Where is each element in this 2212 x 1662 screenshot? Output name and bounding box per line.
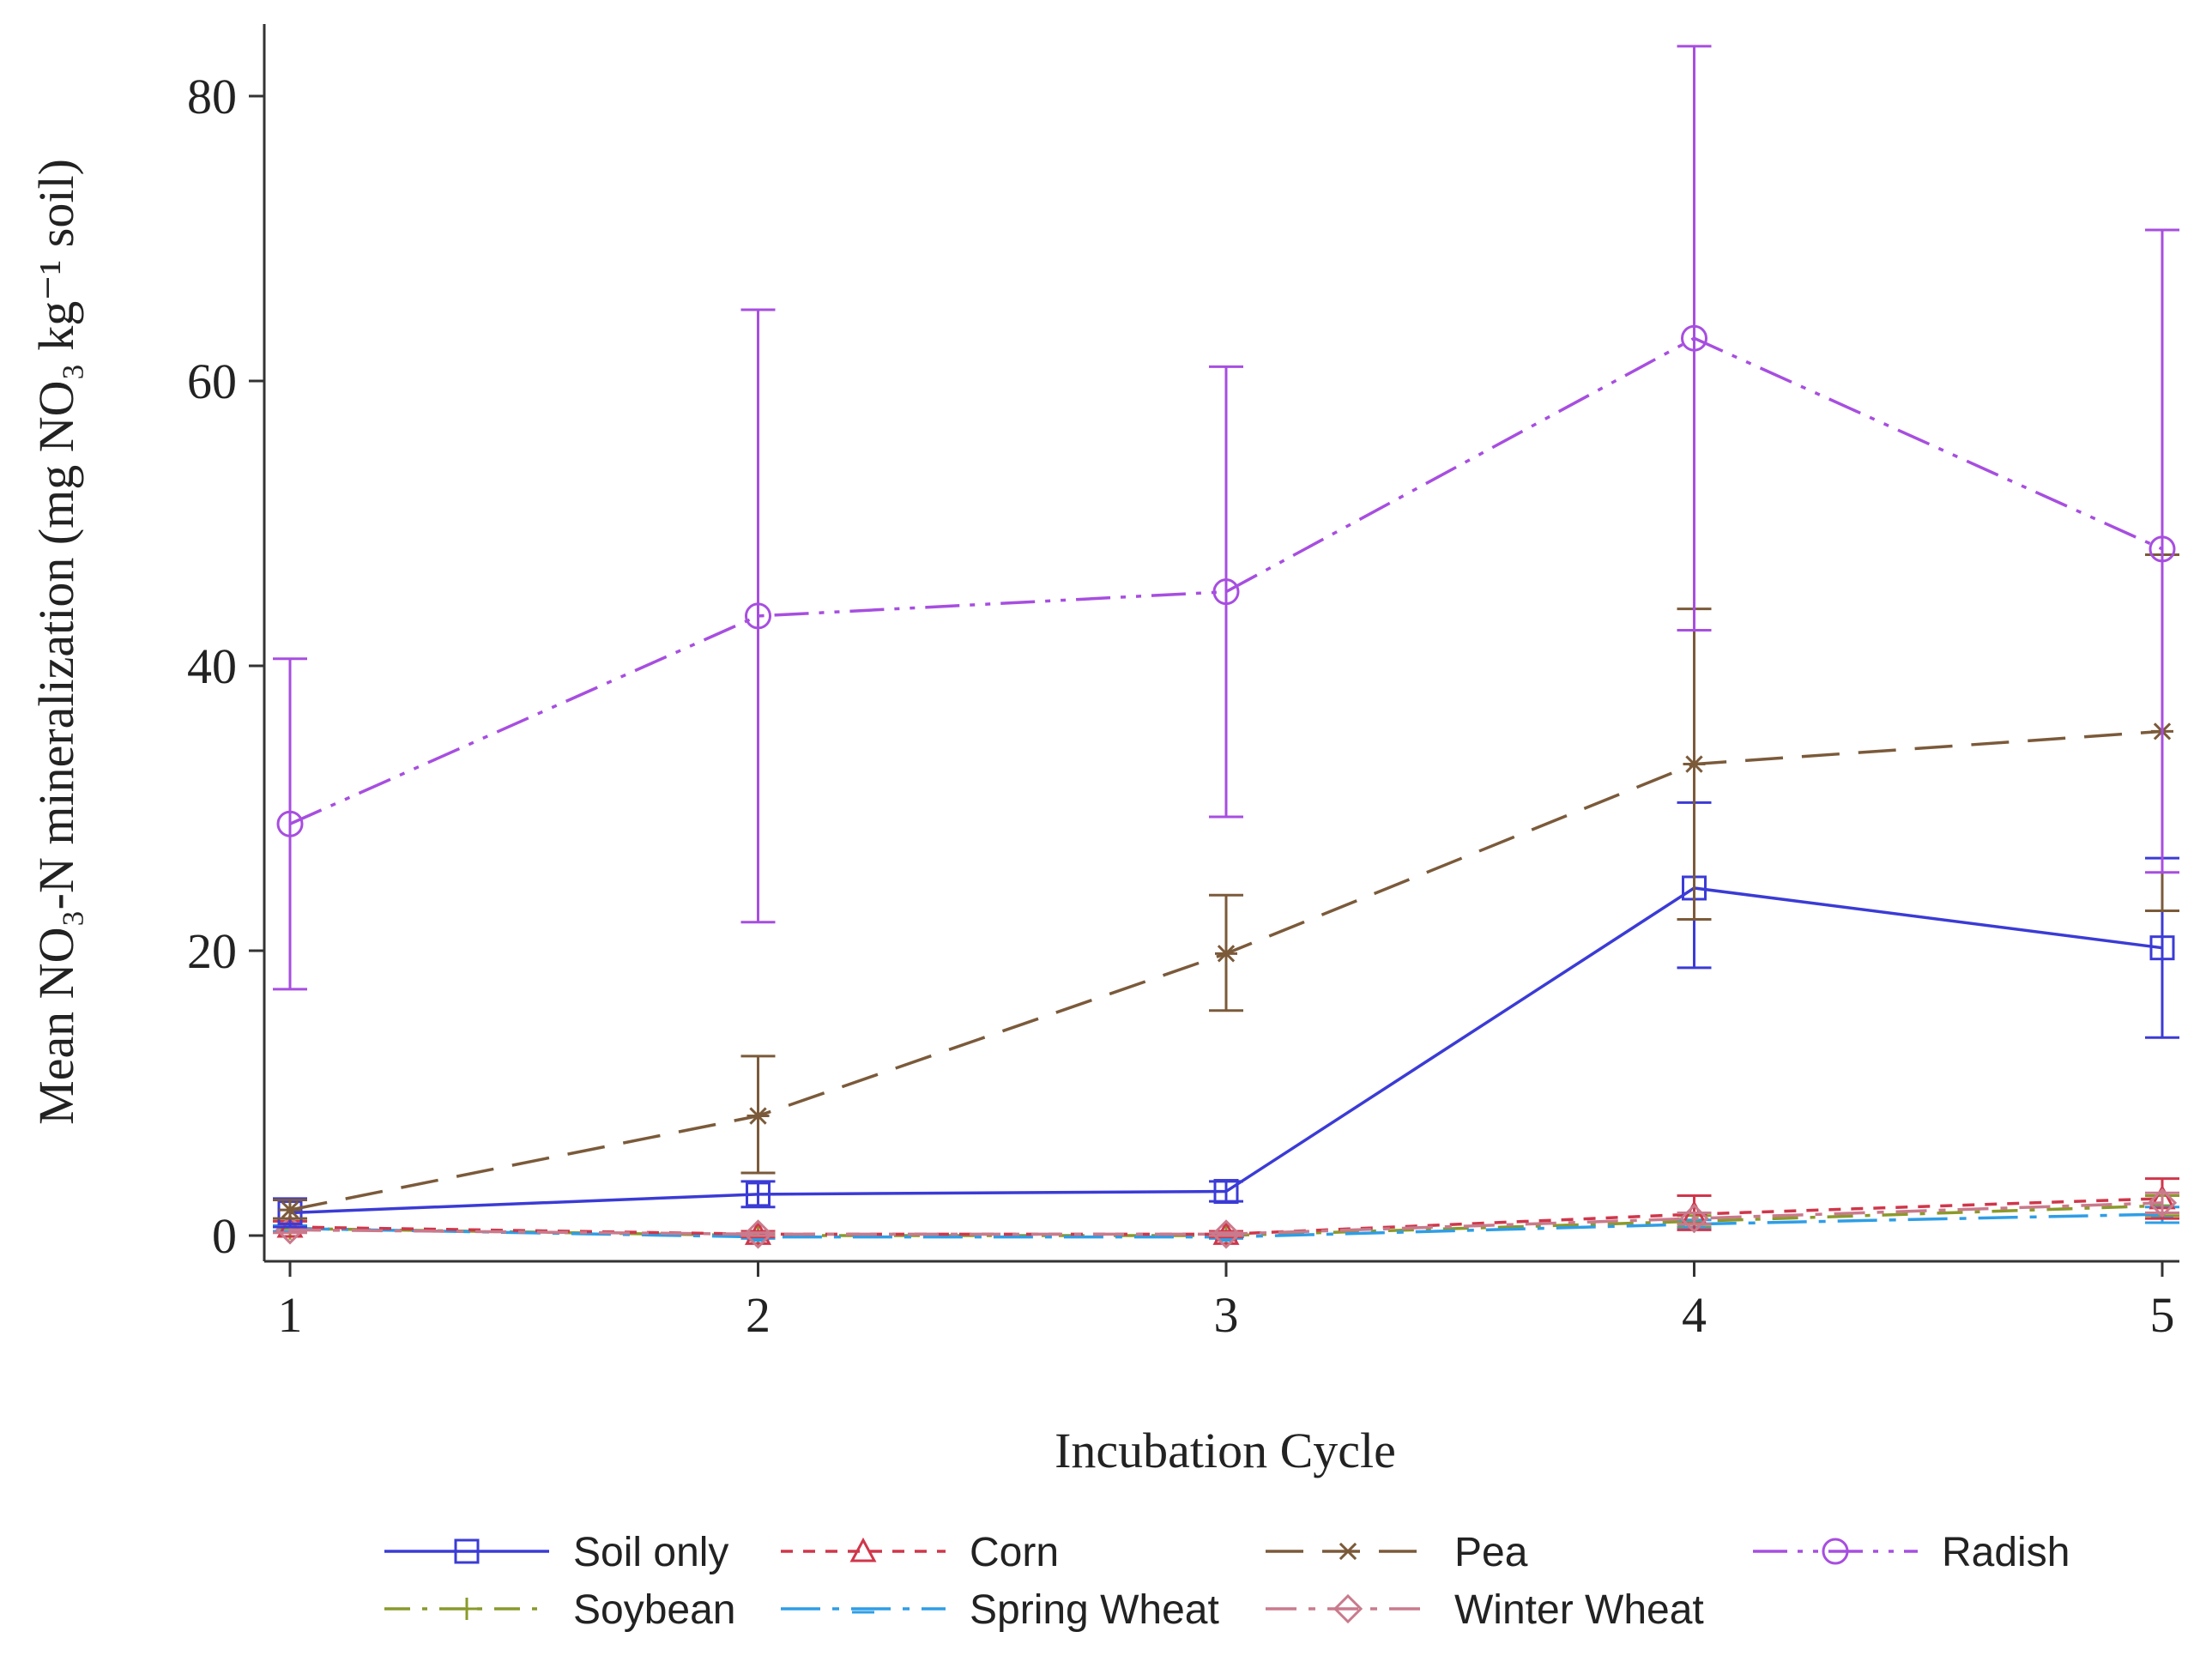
data-point <box>1683 755 1706 773</box>
y-tick-label: 20 <box>187 923 237 979</box>
series-winter-wheat <box>273 1188 2179 1249</box>
legend-label: Pea <box>1454 1530 1528 1575</box>
legend-item-corn: Corn <box>781 1530 1059 1575</box>
data-point <box>1681 324 1707 352</box>
legend-label: Soil only <box>573 1530 728 1575</box>
data-point <box>1213 1179 1239 1205</box>
legend: Soil only Corn Pea Radish Soybean Spring Whea… <box>384 1530 2070 1633</box>
legend-label: Spring Wheat <box>970 1587 1219 1633</box>
legend-item-pea: Pea <box>1266 1530 1528 1575</box>
legend-item-spring-wheat: Spring Wheat <box>781 1587 1219 1633</box>
data-point <box>275 1215 305 1245</box>
error-bar <box>2145 228 2179 874</box>
series-line <box>289 1201 2163 1236</box>
x-tick-label: 2 <box>746 1287 771 1343</box>
data-point <box>279 1200 301 1219</box>
legend-label: Radish <box>1942 1530 2070 1575</box>
legend-marker <box>456 1598 478 1620</box>
y-axis-title: Mean NO₃-N mineralization (mg NO₃ kg⁻¹ s… <box>28 159 84 1125</box>
data-point <box>1212 578 1240 606</box>
legend-marker <box>454 1538 480 1564</box>
error-bar <box>1209 365 1243 819</box>
series-soil-only <box>273 801 2179 1229</box>
legend-marker <box>1337 1542 1359 1561</box>
y-tick-label: 0 <box>212 1208 237 1264</box>
x-axis-title: Incubation Cycle <box>1055 1423 1396 1478</box>
y-tick-label: 60 <box>187 354 237 409</box>
y-tick-label: 80 <box>187 69 237 124</box>
data-point <box>746 1182 771 1207</box>
legend-item-soil-only: Soil only <box>384 1530 728 1575</box>
data-point <box>1215 945 1237 963</box>
data-point <box>1211 1219 1242 1249</box>
legend-label: Winter Wheat <box>1454 1587 1704 1633</box>
series-radish <box>273 45 2179 991</box>
legend-marker <box>1333 1593 1363 1624</box>
x-tick-label: 1 <box>278 1287 303 1343</box>
x-tick-label: 3 <box>1214 1287 1239 1343</box>
legend-item-soybean: Soybean <box>384 1587 736 1633</box>
data-point <box>743 1219 773 1249</box>
legend-label: Soybean <box>573 1587 736 1633</box>
legend-item-winter-wheat: Winter Wheat <box>1266 1587 1704 1633</box>
series-group <box>273 45 2179 1249</box>
data-point <box>276 810 304 837</box>
data-point <box>746 1107 770 1125</box>
data-point <box>745 602 771 630</box>
data-point <box>1679 1203 1709 1234</box>
axes: 0 20 40 60 80 1 2 3 4 5 <box>187 24 2179 1343</box>
data-point <box>2149 935 2175 961</box>
legend-item-radish: Radish <box>1753 1530 2070 1575</box>
data-point <box>2149 535 2176 563</box>
legend-label: Corn <box>970 1530 1059 1575</box>
data-point <box>2147 1188 2178 1218</box>
series-line <box>289 886 2163 1215</box>
legend-marker <box>1822 1538 1849 1565</box>
x-tick-label: 5 <box>2150 1287 2175 1343</box>
series-line <box>289 336 2163 825</box>
x-tick-label: 4 <box>1682 1287 1707 1343</box>
y-tick-label: 40 <box>187 638 237 694</box>
error-bar <box>740 308 776 924</box>
legend-marker <box>849 1537 877 1562</box>
